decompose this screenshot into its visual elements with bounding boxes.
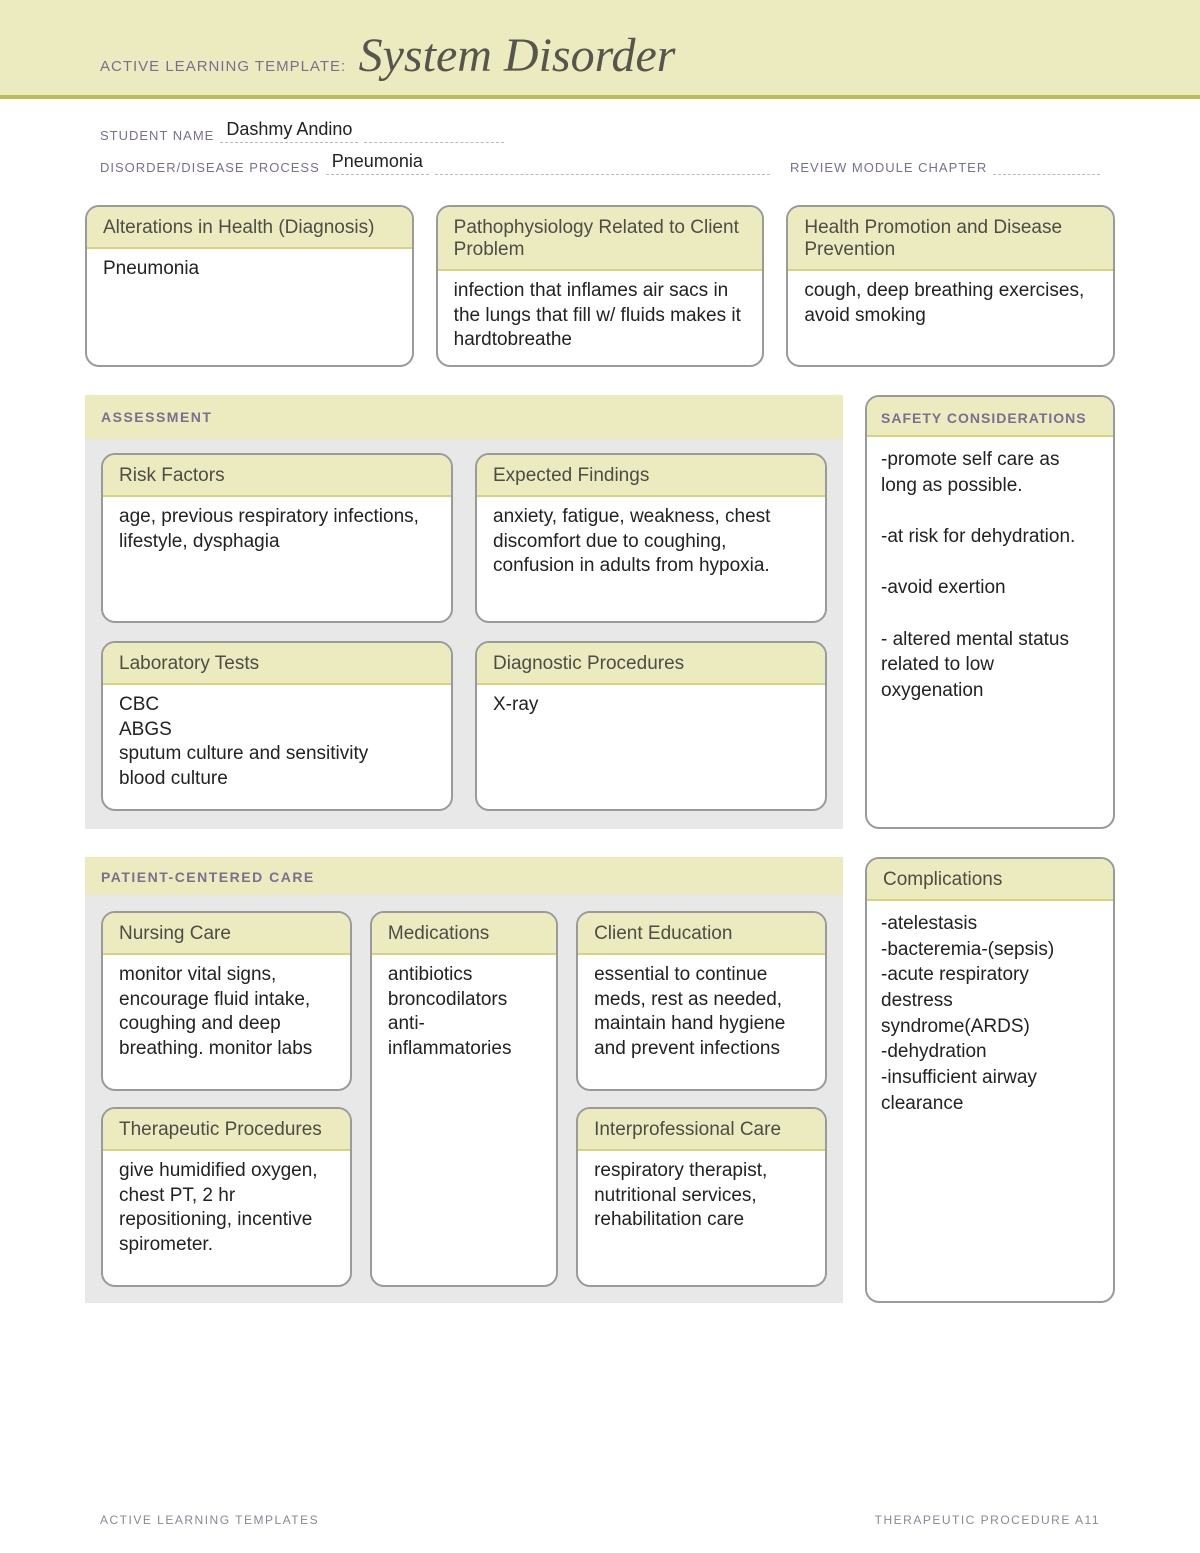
complications-title: Complications xyxy=(867,859,1113,901)
card-client-education: Client Education essential to continue m… xyxy=(576,911,827,1091)
blank-line xyxy=(435,162,770,175)
card-alterations: Alterations in Health (Diagnosis) Pneumo… xyxy=(85,205,414,367)
student-name-label: STUDENT NAME xyxy=(100,128,214,143)
card-body: monitor vital signs, encourage fluid int… xyxy=(103,955,350,1074)
card-body: infection that inflames air sacs in the … xyxy=(438,271,763,365)
assessment-body: Risk Factors age, previous respiratory i… xyxy=(85,439,843,829)
card-interprofessional-care: Interprofessional Care respiratory thera… xyxy=(576,1107,827,1287)
card-title: Pathophysiology Related to Client Proble… xyxy=(438,207,763,271)
card-title: Therapeutic Procedures xyxy=(103,1109,350,1151)
content: Alterations in Health (Diagnosis) Pneumo… xyxy=(0,185,1200,1303)
blank-line xyxy=(364,130,504,143)
card-diagnostic-procedures: Diagnostic Procedures X-ray xyxy=(475,641,827,811)
top-row: Alterations in Health (Diagnosis) Pneumo… xyxy=(85,205,1115,367)
card-title: Risk Factors xyxy=(103,455,451,497)
card-body: Pneumonia xyxy=(87,249,412,294)
assessment-title: ASSESSMENT xyxy=(101,409,827,425)
page: ACTIVE LEARNING TEMPLATE: System Disorde… xyxy=(0,0,1200,1553)
header-band: ACTIVE LEARNING TEMPLATE: System Disorde… xyxy=(0,0,1200,99)
review-label: REVIEW MODULE CHAPTER xyxy=(790,160,987,175)
meta-block: STUDENT NAME Dashmy Andino DISORDER/DISE… xyxy=(0,99,1200,185)
footer-left: ACTIVE LEARNING TEMPLATES xyxy=(100,1513,319,1527)
card-risk-factors: Risk Factors age, previous respiratory i… xyxy=(101,453,453,623)
card-body: age, previous respiratory infections, li… xyxy=(103,497,451,566)
pcc-section-wrap: PATIENT-CENTERED CARE Nursing Care monit… xyxy=(85,857,843,1303)
card-safety-considerations: SAFETY CONSIDERATIONS -promote self care… xyxy=(865,395,1115,829)
card-body: respiratory therapist, nutritional servi… xyxy=(578,1151,825,1245)
disorder-label: DISORDER/DISEASE PROCESS xyxy=(100,160,320,175)
review-blank xyxy=(993,162,1100,175)
card-complications: Complications -atelestasis -bacteremia-(… xyxy=(865,857,1115,1303)
mid-grid: ASSESSMENT Risk Factors age, previous re… xyxy=(85,395,1115,829)
card-title: Client Education xyxy=(578,913,825,955)
card-laboratory-tests: Laboratory Tests CBC ABGS sputum culture… xyxy=(101,641,453,811)
card-title: Health Promotion and Disease Prevention xyxy=(788,207,1113,271)
card-title: Interprofessional Care xyxy=(578,1109,825,1151)
complications-body: -atelestasis -bacteremia-(sepsis) -acute… xyxy=(867,901,1113,1301)
assessment-section-wrap: ASSESSMENT Risk Factors age, previous re… xyxy=(85,395,843,829)
card-pathophysiology: Pathophysiology Related to Client Proble… xyxy=(436,205,765,367)
card-health-promotion: Health Promotion and Disease Prevention … xyxy=(786,205,1115,367)
bottom-grid: PATIENT-CENTERED CARE Nursing Care monit… xyxy=(85,857,1115,1303)
footer-right: THERAPEUTIC PROCEDURE A11 xyxy=(875,1513,1100,1527)
card-body: cough, deep breathing exercises, avoid s… xyxy=(788,271,1113,340)
card-medications: Medications antibiotics broncodilators a… xyxy=(370,911,558,1287)
safety-body: -promote self care as long as possible. … xyxy=(867,437,1113,827)
card-title: Expected Findings xyxy=(477,455,825,497)
card-title: Alterations in Health (Diagnosis) xyxy=(87,207,412,249)
disorder-value: Pneumonia xyxy=(326,151,429,175)
card-body: essential to continue meds, rest as need… xyxy=(578,955,825,1074)
card-therapeutic-procedures: Therapeutic Procedures give humidified o… xyxy=(101,1107,352,1287)
card-expected-findings: Expected Findings anxiety, fatigue, weak… xyxy=(475,453,827,623)
student-name-value: Dashmy Andino xyxy=(220,119,358,143)
footer: ACTIVE LEARNING TEMPLATES THERAPEUTIC PR… xyxy=(100,1513,1100,1527)
card-title: Diagnostic Procedures xyxy=(477,643,825,685)
card-body: antibiotics broncodilators anti-inflamma… xyxy=(372,955,556,1074)
card-title: Medications xyxy=(372,913,556,955)
card-nursing-care: Nursing Care monitor vital signs, encour… xyxy=(101,911,352,1091)
card-body: anxiety, fatigue, weakness, chest discom… xyxy=(477,497,825,591)
header-prefix: ACTIVE LEARNING TEMPLATE: xyxy=(100,58,346,75)
card-title: Nursing Care xyxy=(103,913,350,955)
assessment-header-strip: ASSESSMENT xyxy=(85,395,843,439)
card-body: CBC ABGS sputum culture and sensitivity … xyxy=(103,685,451,804)
pcc-title: PATIENT-CENTERED CARE xyxy=(85,857,843,895)
pcc-grid: Nursing Care monitor vital signs, encour… xyxy=(85,895,843,1303)
card-body: give humidified oxygen, chest PT, 2 hr r… xyxy=(103,1151,350,1270)
pcc-header-strip: PATIENT-CENTERED CARE xyxy=(85,857,843,895)
card-body: X-ray xyxy=(477,685,825,730)
card-title: Laboratory Tests xyxy=(103,643,451,685)
header-title: System Disorder xyxy=(359,29,676,82)
safety-title: SAFETY CONSIDERATIONS xyxy=(867,397,1113,437)
